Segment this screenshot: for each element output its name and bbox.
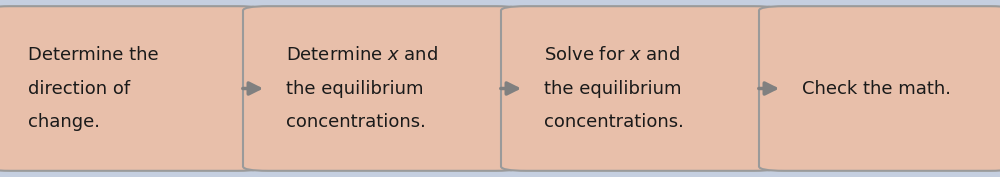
Text: Determine $\it{x}$ and: Determine $\it{x}$ and: [286, 46, 438, 64]
Text: change.: change.: [28, 113, 100, 131]
Text: Solve for $\it{x}$ and: Solve for $\it{x}$ and: [544, 46, 680, 64]
Text: direction of: direction of: [28, 79, 130, 98]
Text: concentrations.: concentrations.: [544, 113, 684, 131]
FancyBboxPatch shape: [759, 6, 1000, 171]
Text: Determine the: Determine the: [28, 46, 159, 64]
Text: concentrations.: concentrations.: [286, 113, 426, 131]
Text: the equilibrium: the equilibrium: [544, 79, 682, 98]
Text: Check the math.: Check the math.: [802, 79, 951, 98]
Text: the equilibrium: the equilibrium: [286, 79, 424, 98]
FancyBboxPatch shape: [243, 6, 521, 171]
FancyBboxPatch shape: [0, 6, 263, 171]
FancyBboxPatch shape: [501, 6, 779, 171]
